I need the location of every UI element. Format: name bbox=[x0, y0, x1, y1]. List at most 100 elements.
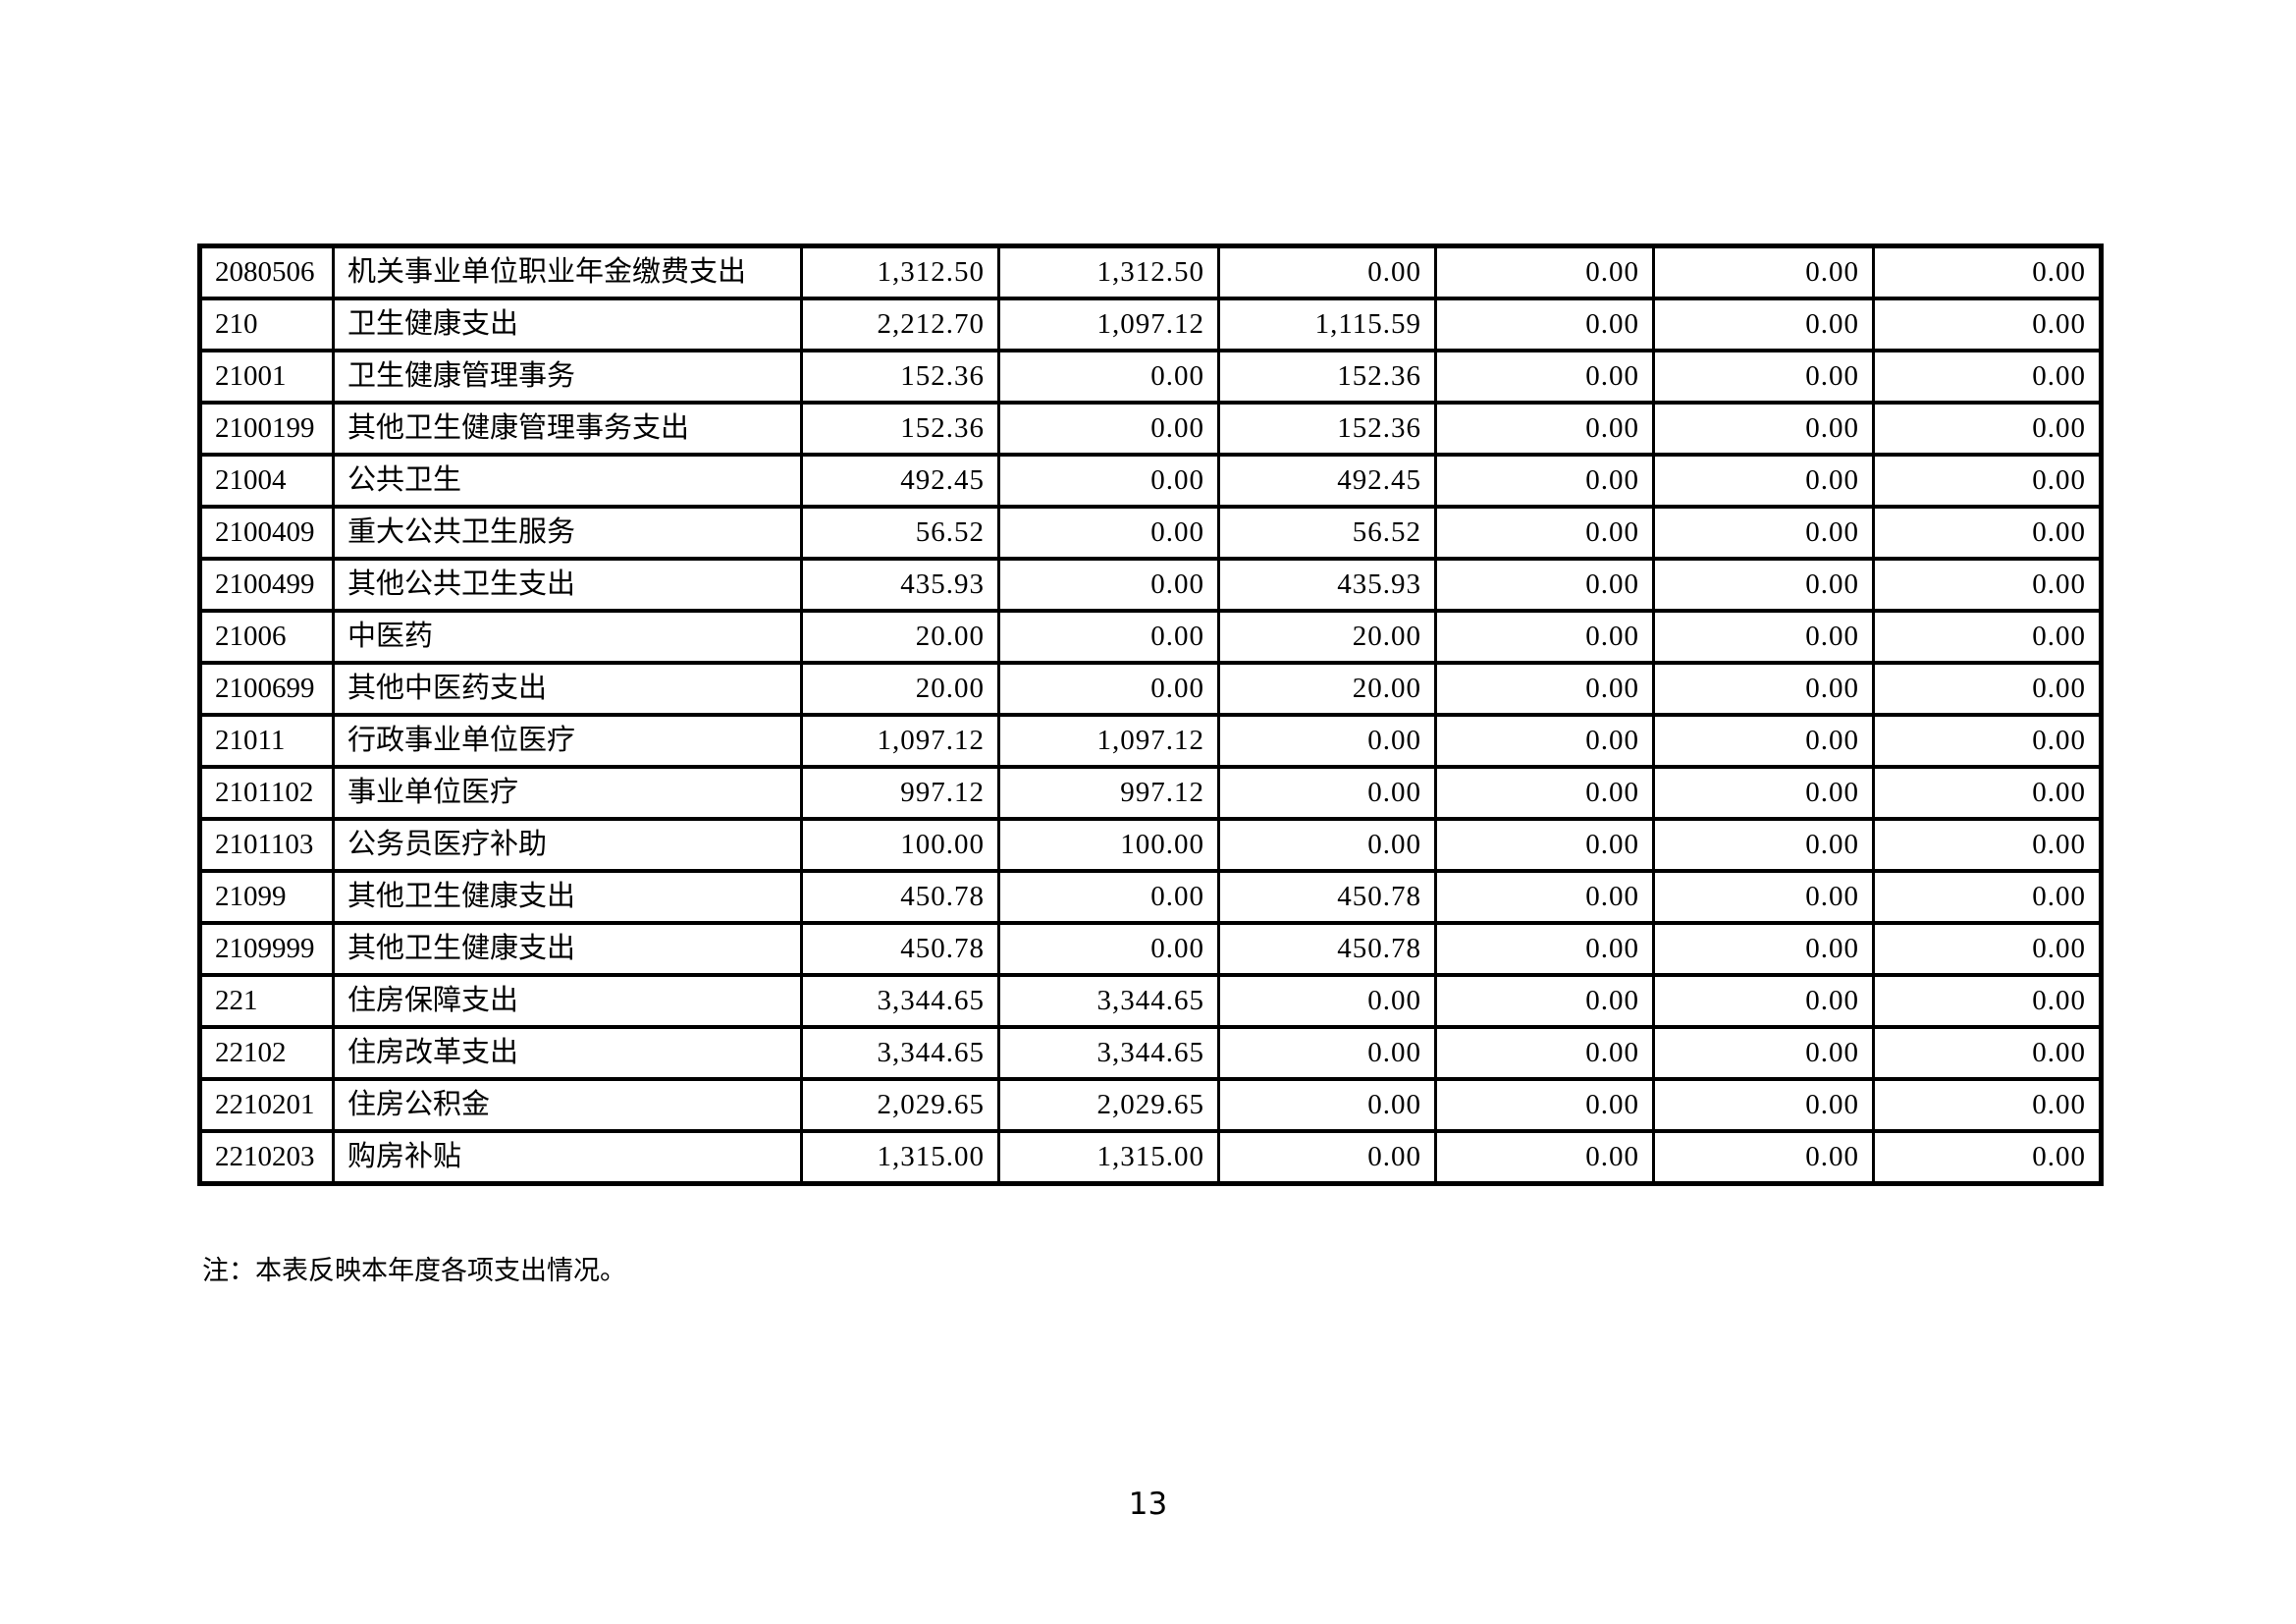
amount-cell: 0.00 bbox=[1652, 661, 1875, 717]
amount-cell: 492.45 bbox=[800, 453, 1000, 509]
amount-cell: 0.00 bbox=[997, 921, 1220, 977]
code-cell: 21004 bbox=[198, 453, 335, 509]
name-cell: 公共卫生 bbox=[332, 453, 803, 509]
amount-cell: 0.00 bbox=[1434, 1129, 1655, 1186]
amount-cell: 0.00 bbox=[997, 401, 1220, 457]
amount-cell: 0.00 bbox=[1652, 1025, 1875, 1081]
amount-cell: 997.12 bbox=[997, 765, 1220, 821]
amount-cell: 1,097.12 bbox=[800, 713, 1000, 769]
amount-cell: 0.00 bbox=[1872, 349, 2103, 405]
amount-cell: 0.00 bbox=[1652, 453, 1875, 509]
amount-cell: 20.00 bbox=[800, 661, 1000, 717]
amount-cell: 3,344.65 bbox=[997, 1025, 1220, 1081]
amount-cell: 0.00 bbox=[1652, 817, 1875, 873]
amount-cell: 1,115.59 bbox=[1217, 297, 1437, 352]
amount-cell: 56.52 bbox=[1217, 505, 1437, 561]
amount-cell: 0.00 bbox=[1434, 244, 1655, 300]
amount-cell: 0.00 bbox=[1652, 973, 1875, 1029]
amount-cell: 1,097.12 bbox=[997, 297, 1220, 352]
amount-cell: 0.00 bbox=[1652, 297, 1875, 352]
amount-cell: 0.00 bbox=[1434, 661, 1655, 717]
table-row: 21011 行政事业单位医疗 1,097.12 1,097.12 0.00 0.… bbox=[198, 713, 2103, 769]
name-cell: 中医药 bbox=[332, 609, 803, 665]
table-row: 210 卫生健康支出 2,212.70 1,097.12 1,115.59 0.… bbox=[198, 297, 2103, 352]
amount-cell: 0.00 bbox=[1434, 921, 1655, 977]
table-row: 2101103 公务员医疗补助 100.00 100.00 0.00 0.00 … bbox=[198, 817, 2103, 873]
amount-cell: 0.00 bbox=[1217, 973, 1437, 1029]
amount-cell: 0.00 bbox=[997, 661, 1220, 717]
code-cell: 2101103 bbox=[198, 817, 335, 873]
amount-cell: 0.00 bbox=[1872, 765, 2103, 821]
amount-cell: 0.00 bbox=[1872, 557, 2103, 613]
table-row: 2109999 其他卫生健康支出 450.78 0.00 450.78 0.00… bbox=[198, 921, 2103, 977]
amount-cell: 0.00 bbox=[1872, 453, 2103, 509]
amount-cell: 0.00 bbox=[997, 453, 1220, 509]
amount-cell: 0.00 bbox=[1872, 921, 2103, 977]
amount-cell: 0.00 bbox=[1872, 1025, 2103, 1081]
name-cell: 购房补贴 bbox=[332, 1129, 803, 1186]
expenditure-table: 2080506 机关事业单位职业年金缴费支出 1,312.50 1,312.50… bbox=[197, 244, 2104, 1186]
amount-cell: 0.00 bbox=[1872, 1129, 2103, 1186]
amount-cell: 1,097.12 bbox=[997, 713, 1220, 769]
amount-cell: 0.00 bbox=[1652, 869, 1875, 925]
code-cell: 2101102 bbox=[198, 765, 335, 821]
name-cell: 住房改革支出 bbox=[332, 1025, 803, 1081]
amount-cell: 152.36 bbox=[1217, 349, 1437, 405]
name-cell: 事业单位医疗 bbox=[332, 765, 803, 821]
table-row: 2100409 重大公共卫生服务 56.52 0.00 56.52 0.00 0… bbox=[198, 505, 2103, 561]
code-cell: 22102 bbox=[198, 1025, 335, 1081]
name-cell: 其他卫生健康支出 bbox=[332, 921, 803, 977]
amount-cell: 20.00 bbox=[1217, 609, 1437, 665]
amount-cell: 0.00 bbox=[1872, 973, 2103, 1029]
code-cell: 2100699 bbox=[198, 661, 335, 717]
code-cell: 2109999 bbox=[198, 921, 335, 977]
code-cell: 2100409 bbox=[198, 505, 335, 561]
code-cell: 21099 bbox=[198, 869, 335, 925]
amount-cell: 0.00 bbox=[1217, 1025, 1437, 1081]
amount-cell: 450.78 bbox=[800, 869, 1000, 925]
name-cell: 其他卫生健康支出 bbox=[332, 869, 803, 925]
amount-cell: 0.00 bbox=[1434, 869, 1655, 925]
amount-cell: 1,312.50 bbox=[997, 244, 1220, 300]
table-row: 2080506 机关事业单位职业年金缴费支出 1,312.50 1,312.50… bbox=[198, 244, 2103, 300]
amount-cell: 0.00 bbox=[1872, 713, 2103, 769]
table-row: 21099 其他卫生健康支出 450.78 0.00 450.78 0.00 0… bbox=[198, 869, 2103, 925]
amount-cell: 20.00 bbox=[1217, 661, 1437, 717]
amount-cell: 0.00 bbox=[1434, 453, 1655, 509]
amount-cell: 0.00 bbox=[1652, 505, 1875, 561]
table-row: 2101102 事业单位医疗 997.12 997.12 0.00 0.00 0… bbox=[198, 765, 2103, 821]
amount-cell: 1,312.50 bbox=[800, 244, 1000, 300]
amount-cell: 0.00 bbox=[1872, 869, 2103, 925]
amount-cell: 2,029.65 bbox=[997, 1077, 1220, 1133]
table-row: 21006 中医药 20.00 0.00 20.00 0.00 0.00 0.0… bbox=[198, 609, 2103, 665]
amount-cell: 0.00 bbox=[1434, 401, 1655, 457]
amount-cell: 997.12 bbox=[800, 765, 1000, 821]
amount-cell: 0.00 bbox=[1652, 609, 1875, 665]
amount-cell: 0.00 bbox=[1434, 349, 1655, 405]
amount-cell: 0.00 bbox=[1434, 1025, 1655, 1081]
amount-cell: 0.00 bbox=[1872, 505, 2103, 561]
amount-cell: 3,344.65 bbox=[800, 973, 1000, 1029]
amount-cell: 0.00 bbox=[1872, 817, 2103, 873]
table-row: 21004 公共卫生 492.45 0.00 492.45 0.00 0.00 … bbox=[198, 453, 2103, 509]
name-cell: 机关事业单位职业年金缴费支出 bbox=[332, 244, 803, 300]
amount-cell: 0.00 bbox=[1652, 401, 1875, 457]
amount-cell: 0.00 bbox=[1652, 1077, 1875, 1133]
name-cell: 住房保障支出 bbox=[332, 973, 803, 1029]
amount-cell: 152.36 bbox=[800, 401, 1000, 457]
amount-cell: 0.00 bbox=[997, 349, 1220, 405]
amount-cell: 0.00 bbox=[1652, 713, 1875, 769]
amount-cell: 56.52 bbox=[800, 505, 1000, 561]
amount-cell: 0.00 bbox=[1217, 1129, 1437, 1186]
amount-cell: 0.00 bbox=[1434, 1077, 1655, 1133]
amount-cell: 450.78 bbox=[1217, 921, 1437, 977]
code-cell: 2080506 bbox=[198, 244, 335, 300]
table-row: 21001 卫生健康管理事务 152.36 0.00 152.36 0.00 0… bbox=[198, 349, 2103, 405]
amount-cell: 3,344.65 bbox=[997, 973, 1220, 1029]
amount-cell: 152.36 bbox=[1217, 401, 1437, 457]
name-cell: 公务员医疗补助 bbox=[332, 817, 803, 873]
amount-cell: 0.00 bbox=[1652, 244, 1875, 300]
amount-cell: 0.00 bbox=[1652, 765, 1875, 821]
amount-cell: 0.00 bbox=[1872, 661, 2103, 717]
amount-cell: 435.93 bbox=[1217, 557, 1437, 613]
